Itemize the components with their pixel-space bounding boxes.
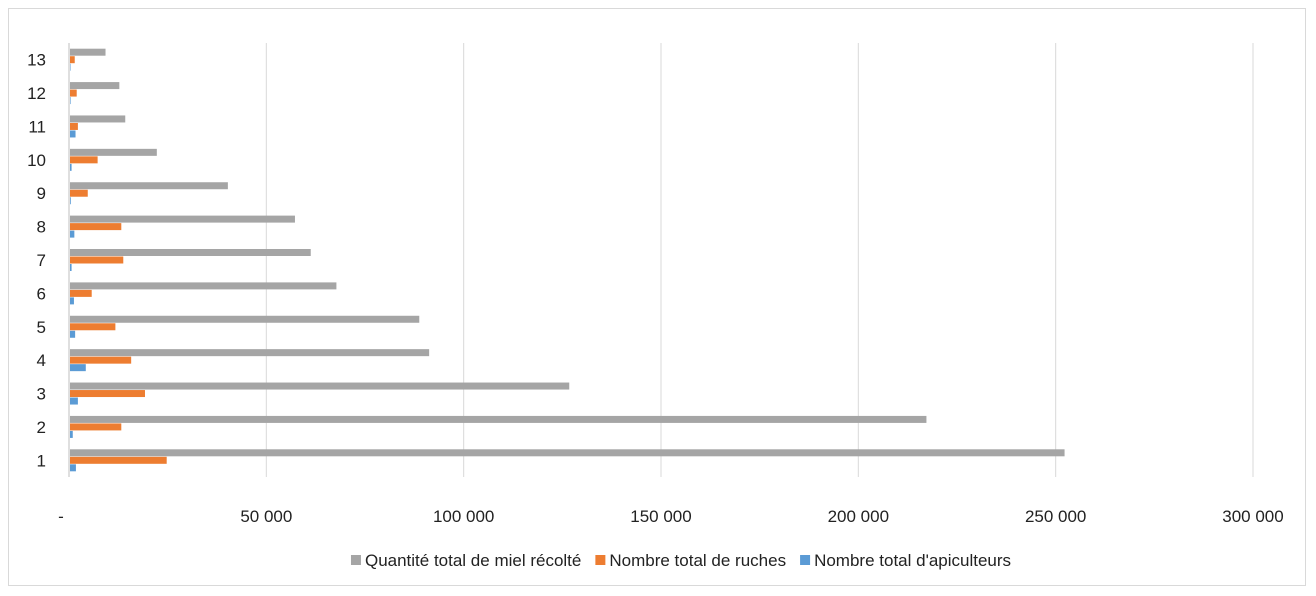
y-tick-label: 8 [37,218,46,237]
x-tick-label: 200 000 [828,507,889,526]
x-tick-label: 300 000 [1222,507,1283,526]
bar [70,289,92,297]
legend-swatch [800,555,811,565]
bar [70,223,122,231]
bar [70,115,126,123]
bar [70,82,120,90]
bar [70,415,927,423]
bar [70,382,570,390]
x-tick-label: 150 000 [630,507,691,526]
legend-swatch [595,555,606,565]
bar [70,297,74,305]
bar [70,449,1065,457]
y-tick-label: 6 [37,284,46,303]
bar [70,390,145,398]
x-tick-label: 50 000 [240,507,292,526]
legend-item: Nombre total d'apiculteurs [800,551,1011,570]
y-tick-label: 10 [27,151,46,170]
bar [70,456,167,464]
bar [70,130,76,138]
chart-frame [8,8,1306,586]
bar [70,256,124,264]
y-tick-label: 2 [37,418,46,437]
bar [70,349,430,357]
y-tick-label: 7 [37,251,46,270]
y-tick-label: 12 [27,84,46,103]
legend-label: Nombre total d'apiculteurs [814,551,1011,570]
bar [70,249,311,256]
legend-label: Nombre total de ruches [609,551,786,570]
bar [70,215,295,223]
bar [70,182,228,190]
bar [70,430,73,438]
y-tick-label: 1 [37,451,46,470]
bar [70,323,116,331]
bar [70,97,71,105]
y-tick-label: 4 [37,351,46,370]
gridlines [68,43,1254,477]
x-tick-label: 250 000 [1025,507,1086,526]
bar [70,197,71,205]
x-axis-labels: - 50 000 100 000 150 000 200 000 250 000 300 0… [58,507,1284,526]
bar [70,89,77,97]
y-tick-label: 5 [37,318,46,337]
legend-item: Quantité total de miel récolté [350,551,581,570]
bar [70,156,98,164]
bar [70,356,132,364]
legend-label: Quantité total de miel récolté [365,551,581,570]
legend: Quantité total de miel récolté Nombre tot… [350,551,1011,570]
bar [70,230,75,238]
bar [70,464,76,472]
bar [70,423,122,431]
bar [70,282,337,290]
bar [70,63,71,71]
x-tick-label: 100 000 [433,507,494,526]
bar [70,122,78,130]
bars [70,48,1065,472]
y-tick-label: 13 [27,51,46,70]
bar [70,56,75,64]
bar [70,163,72,171]
bar [70,48,106,56]
bar [70,330,76,338]
x-tick-label: - [58,507,64,526]
y-tick-label: 3 [37,385,46,404]
bar [70,148,157,156]
y-tick-label: 9 [37,184,46,203]
bar [70,264,72,271]
legend-item: Nombre total de ruches [595,551,786,570]
bar [70,397,78,405]
bar [70,315,420,323]
bar [70,189,88,197]
bar [70,364,86,372]
legend-swatch [350,555,361,565]
y-tick-label: 11 [28,117,46,136]
